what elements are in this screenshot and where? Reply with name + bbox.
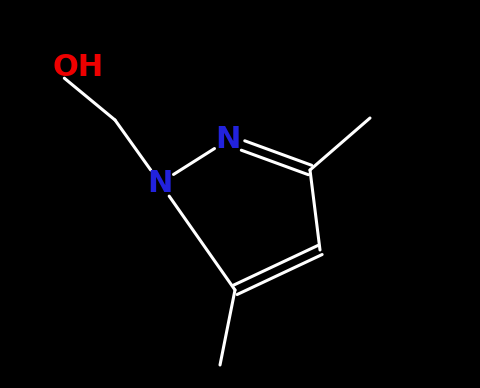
Text: N: N [216, 125, 240, 154]
Text: OH: OH [52, 54, 103, 83]
Text: N: N [147, 168, 173, 197]
